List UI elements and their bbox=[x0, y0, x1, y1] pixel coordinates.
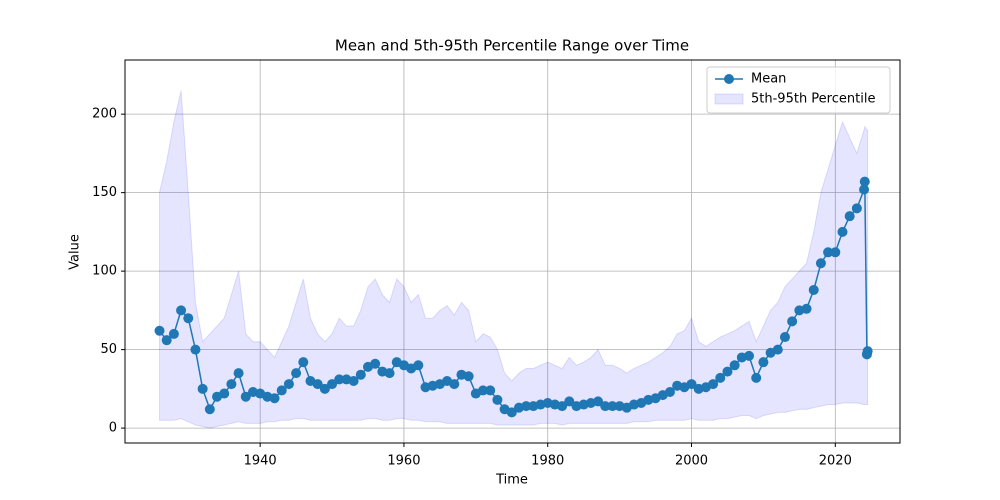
plot-frame bbox=[124, 59, 901, 444]
mean-marker bbox=[686, 379, 697, 390]
legend-label: Mean bbox=[751, 72, 786, 87]
mean-marker bbox=[808, 284, 819, 295]
mean-marker bbox=[607, 401, 618, 412]
mean-marker bbox=[485, 385, 496, 396]
mean-marker bbox=[506, 407, 517, 418]
mean-marker bbox=[348, 375, 359, 386]
mean-marker bbox=[837, 226, 848, 237]
mean-marker bbox=[168, 328, 179, 339]
mean-marker bbox=[801, 303, 812, 314]
y-axis-label: Value bbox=[68, 234, 83, 270]
percentile-band bbox=[159, 90, 869, 429]
mean-marker bbox=[283, 379, 294, 390]
mean-marker bbox=[722, 366, 733, 377]
legend-swatch bbox=[714, 93, 744, 105]
mean-marker bbox=[355, 369, 366, 380]
mean-marker bbox=[219, 388, 230, 399]
mean-marker bbox=[744, 350, 755, 361]
mean-marker bbox=[859, 184, 870, 195]
mean-marker bbox=[772, 344, 783, 355]
mean-marker bbox=[154, 325, 165, 336]
mean-marker bbox=[664, 386, 675, 397]
mean-marker bbox=[862, 346, 873, 357]
legend-label: 5th-95th Percentile bbox=[751, 92, 875, 107]
mean-marker bbox=[312, 379, 323, 390]
y-tick-label: 150 bbox=[92, 185, 117, 200]
mean-marker bbox=[708, 379, 719, 390]
mean-marker bbox=[823, 247, 834, 258]
y-tick-label: 50 bbox=[100, 342, 117, 357]
x-tick-label: 1960 bbox=[387, 454, 420, 469]
y-tick-label: 0 bbox=[109, 421, 117, 436]
mean-marker bbox=[269, 393, 280, 404]
mean-marker bbox=[779, 332, 790, 343]
mean-marker bbox=[183, 313, 194, 324]
mean-marker bbox=[830, 247, 841, 258]
mean-marker bbox=[715, 372, 726, 383]
mean-marker bbox=[240, 391, 251, 402]
mean-marker bbox=[327, 379, 338, 390]
mean-marker bbox=[463, 371, 474, 382]
mean-marker bbox=[204, 404, 215, 415]
mean-marker bbox=[600, 401, 611, 412]
mean-marker bbox=[176, 305, 187, 316]
mean-marker bbox=[521, 401, 532, 412]
mean-marker bbox=[492, 394, 503, 405]
mean-marker bbox=[557, 401, 568, 412]
mean-marker bbox=[190, 344, 201, 355]
mean-marker bbox=[815, 258, 826, 269]
legend: Mean 5th-95th Percentile bbox=[706, 66, 891, 114]
mean-marker bbox=[298, 357, 309, 368]
mean-marker bbox=[751, 372, 762, 383]
mean-marker bbox=[478, 385, 489, 396]
y-tick-label: 200 bbox=[92, 107, 117, 122]
mean-marker bbox=[291, 368, 302, 379]
mean-marker bbox=[564, 396, 575, 407]
y-tick-label: 100 bbox=[92, 264, 117, 279]
mean-marker bbox=[276, 385, 287, 396]
mean-marker bbox=[370, 358, 381, 369]
x-tick-label: 1980 bbox=[531, 454, 564, 469]
mean-marker bbox=[226, 379, 237, 390]
mean-marker bbox=[233, 368, 244, 379]
mean-marker bbox=[729, 360, 740, 371]
mean-marker bbox=[844, 211, 855, 222]
mean-marker bbox=[161, 335, 172, 346]
x-tick-label: 2020 bbox=[819, 454, 852, 469]
mean-marker bbox=[859, 176, 870, 187]
mean-marker bbox=[319, 383, 330, 394]
mean-marker bbox=[197, 383, 208, 394]
x-axis-label: Time bbox=[495, 473, 528, 488]
legend-marker bbox=[724, 74, 734, 84]
mean-marker bbox=[851, 203, 862, 214]
x-tick-label: 2000 bbox=[675, 454, 708, 469]
mean-marker bbox=[334, 374, 345, 385]
mean-marker bbox=[449, 379, 460, 390]
legend-box bbox=[706, 66, 891, 114]
mean-marker bbox=[787, 316, 798, 327]
chart-title: Mean and 5th-95th Percentile Range over … bbox=[335, 37, 689, 55]
x-tick-label: 1940 bbox=[244, 454, 277, 469]
mean-marker bbox=[413, 360, 424, 371]
mean-marker bbox=[384, 368, 395, 379]
mean-marker bbox=[758, 357, 769, 368]
mean-marker bbox=[593, 396, 604, 407]
